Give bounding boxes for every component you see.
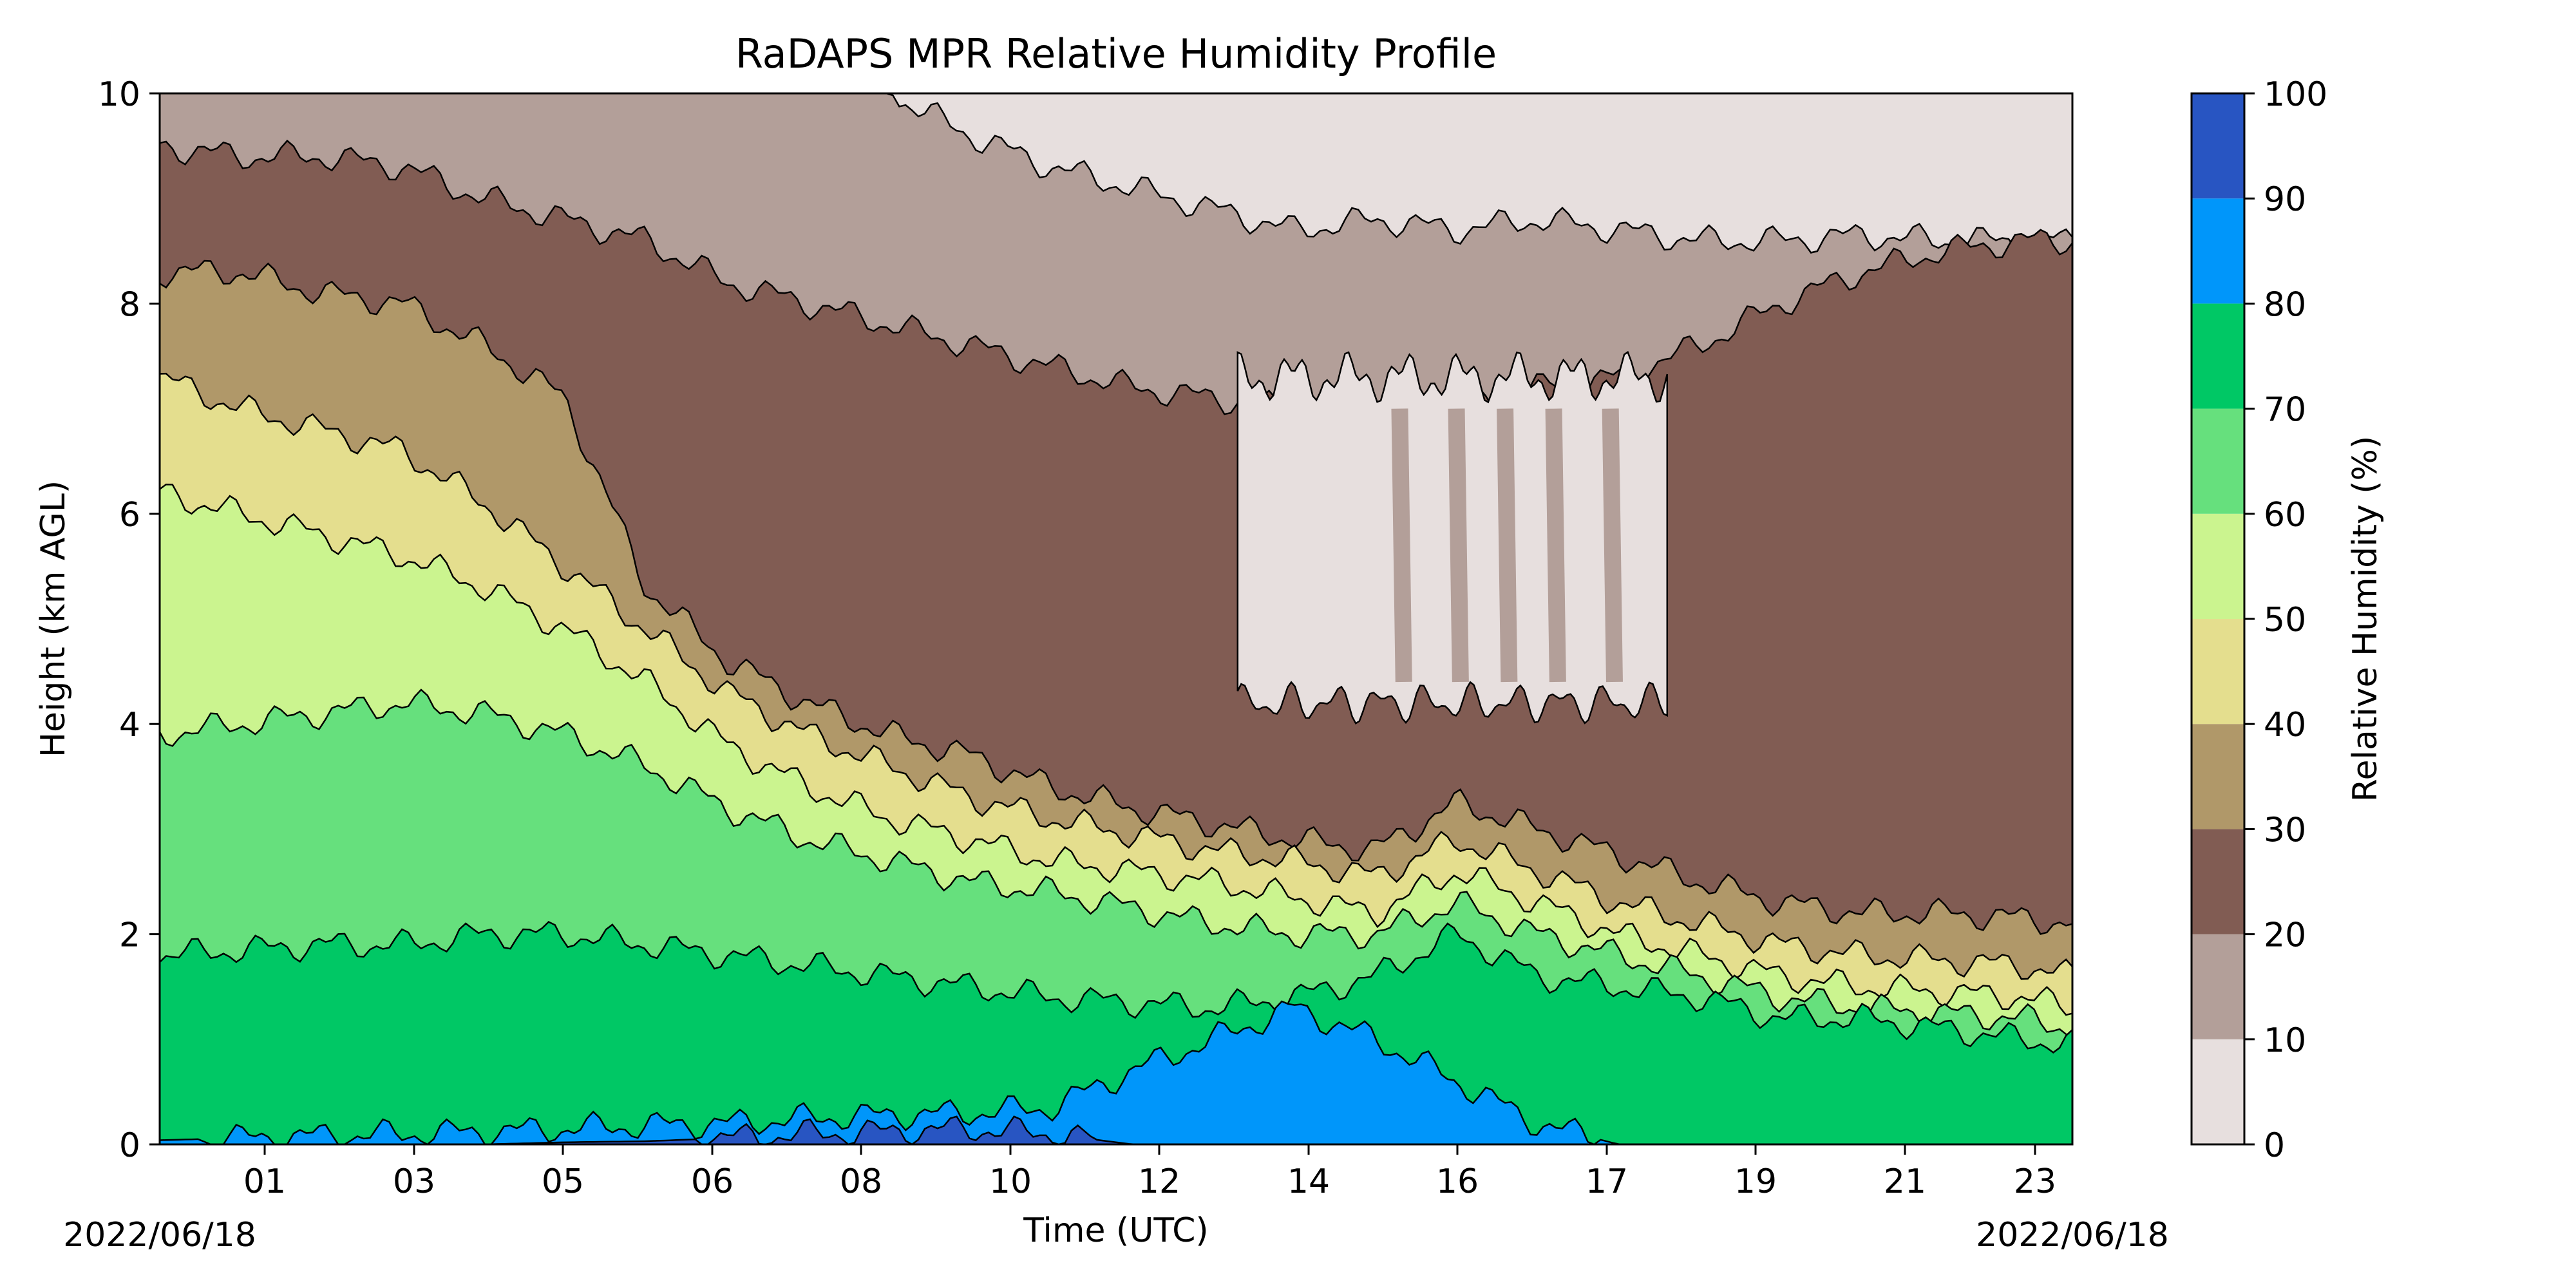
y-tick-label: 2 — [119, 916, 140, 955]
y-tick-label: 6 — [119, 496, 140, 535]
colorbar-tick-label: 0 — [2264, 1126, 2285, 1165]
colorbar-tick-label: 30 — [2264, 811, 2306, 849]
colorbar-swatch — [2192, 934, 2244, 1039]
colorbar-swatch — [2192, 724, 2244, 829]
colorbar-tick-label: 70 — [2264, 391, 2306, 430]
y-tick-label: 4 — [119, 706, 140, 744]
colorbar-ticks: 0 10 20 30 40 50 60 70 80 90 100 — [2244, 75, 2327, 1165]
date-label-right: 2022/06/18 — [1976, 1216, 2169, 1255]
colorbar-tick-label: 100 — [2264, 75, 2327, 114]
plot-frame — [158, 92, 2074, 1146]
colorbar-swatch — [2192, 513, 2244, 619]
y-axis-label: Height (km AGL) — [34, 480, 73, 757]
contour-plot-area — [160, 93, 2072, 1144]
pocket-streak — [1391, 408, 1412, 683]
y-tick-label: 8 — [119, 285, 140, 324]
x-tick-label: 05 — [542, 1162, 584, 1201]
x-tick-label: 19 — [1734, 1162, 1777, 1201]
band-90-100 — [160, 1115, 2072, 1144]
x-tick-label: 23 — [2014, 1162, 2056, 1201]
colorbar-swatch — [2192, 303, 2244, 409]
pocket-streak — [1448, 408, 1469, 683]
colorbar-swatch — [2192, 198, 2244, 304]
colorbar-swatch — [2192, 93, 2244, 199]
x-tick-label: 14 — [1287, 1162, 1330, 1201]
x-tick-label: 06 — [691, 1162, 734, 1201]
colorbar-label: Relative Humidity (%) — [2346, 436, 2385, 802]
colorbar-tick-label: 40 — [2264, 706, 2306, 744]
colorbar-swatch — [2192, 829, 2244, 934]
colorbar-swatch — [2192, 1039, 2244, 1144]
pocket-streak — [1545, 408, 1566, 683]
x-axis: 01 03 05 06 08 10 12 14 16 17 19 21 23 — [243, 1144, 2056, 1201]
band-80-90 — [160, 1000, 2072, 1144]
x-tick-label: 21 — [1884, 1162, 1926, 1201]
x-axis-label: Time (UTC) — [1023, 1211, 1208, 1250]
colorbar-tick-label: 60 — [2264, 496, 2306, 535]
x-tick-label: 10 — [989, 1162, 1032, 1201]
colorbar-tick-label: 20 — [2264, 916, 2306, 955]
colorbar-tick-label: 10 — [2264, 1021, 2306, 1060]
y-axis: 0 2 4 6 8 10 — [98, 75, 160, 1165]
pocket-streak — [1497, 408, 1518, 683]
x-tick-label: 16 — [1436, 1162, 1479, 1201]
chart-title: RaDAPS MPR Relative Humidity Profile — [735, 30, 1497, 77]
x-tick-label: 01 — [243, 1162, 286, 1201]
y-tick-label: 0 — [119, 1126, 140, 1165]
colorbar-tick-label: 50 — [2264, 601, 2306, 639]
colorbar-tick-label: 80 — [2264, 285, 2306, 324]
colorbar-swatch — [2192, 408, 2244, 514]
x-tick-label: 03 — [393, 1162, 435, 1201]
pocket-streak — [1602, 408, 1623, 683]
colorbar — [2192, 93, 2244, 1144]
colorbar-swatch — [2192, 619, 2244, 724]
y-tick-label: 10 — [98, 75, 140, 114]
x-tick-label: 12 — [1138, 1162, 1180, 1201]
date-label-left: 2022/06/18 — [63, 1216, 256, 1255]
x-tick-label: 08 — [840, 1162, 882, 1201]
band-70-80 — [160, 920, 2072, 1144]
colorbar-tick-label: 90 — [2264, 180, 2306, 219]
x-tick-label: 17 — [1586, 1162, 1628, 1201]
